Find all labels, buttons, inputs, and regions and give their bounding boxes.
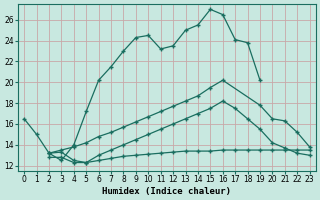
X-axis label: Humidex (Indice chaleur): Humidex (Indice chaleur): [102, 187, 231, 196]
